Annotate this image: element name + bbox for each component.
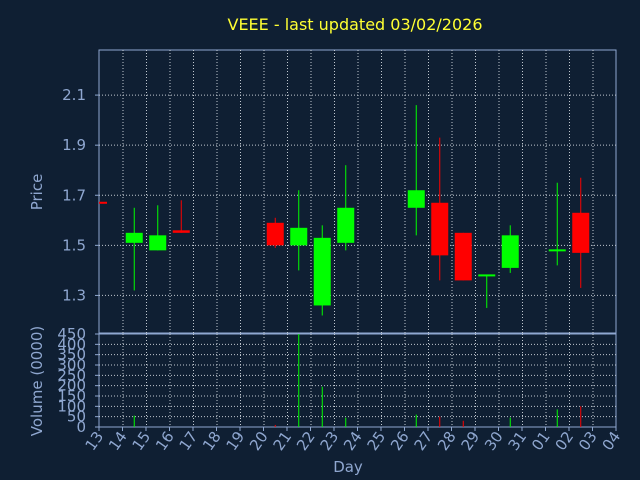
candle-body bbox=[572, 212, 590, 253]
price-tick-label: 1.5 bbox=[62, 236, 86, 254]
volume-tick-label: 400 bbox=[57, 335, 86, 353]
candle-body bbox=[125, 232, 143, 243]
candle-body bbox=[266, 222, 284, 246]
candle-body bbox=[454, 232, 472, 281]
volume-tick-label: 100 bbox=[57, 397, 86, 415]
candle-body bbox=[172, 230, 190, 233]
candle-body bbox=[337, 207, 355, 243]
day-axis-label: Day bbox=[333, 458, 363, 476]
volume-tick-label: 0 bbox=[76, 418, 86, 436]
volume-axis-label: Volume (0000) bbox=[28, 326, 46, 436]
candle-body bbox=[313, 237, 331, 306]
volume-tick-label: 350 bbox=[57, 346, 86, 364]
volume-tick-label: 250 bbox=[57, 366, 86, 384]
price-tick-label: 1.3 bbox=[62, 286, 86, 304]
price-panel: 2.1 1.9 1.7 1.5 1.3 bbox=[62, 49, 617, 334]
price-tick-label: 2.1 bbox=[62, 86, 86, 104]
volume-plot-area bbox=[98, 333, 617, 428]
candle-body bbox=[431, 202, 449, 256]
chart-title: VEEE - last updated 03/02/2026 bbox=[228, 15, 483, 34]
price-tick-label: 1.9 bbox=[62, 136, 86, 154]
volume-tick-label: 200 bbox=[57, 377, 86, 395]
price-tick-label: 1.7 bbox=[62, 186, 86, 204]
candle-body bbox=[99, 201, 107, 204]
price-axis-label: Price bbox=[28, 174, 46, 211]
candle-body bbox=[149, 235, 167, 251]
candle-body bbox=[290, 227, 308, 246]
volume-tick-label: 450 bbox=[57, 325, 86, 343]
volume-tick-label: 150 bbox=[57, 387, 86, 405]
volume-tick-label: 300 bbox=[57, 356, 86, 374]
volume-tick-label: 50 bbox=[67, 408, 86, 426]
candle-body bbox=[407, 190, 425, 208]
candle-body bbox=[501, 235, 519, 268]
candle-body bbox=[548, 249, 566, 252]
candle-body bbox=[478, 274, 496, 277]
